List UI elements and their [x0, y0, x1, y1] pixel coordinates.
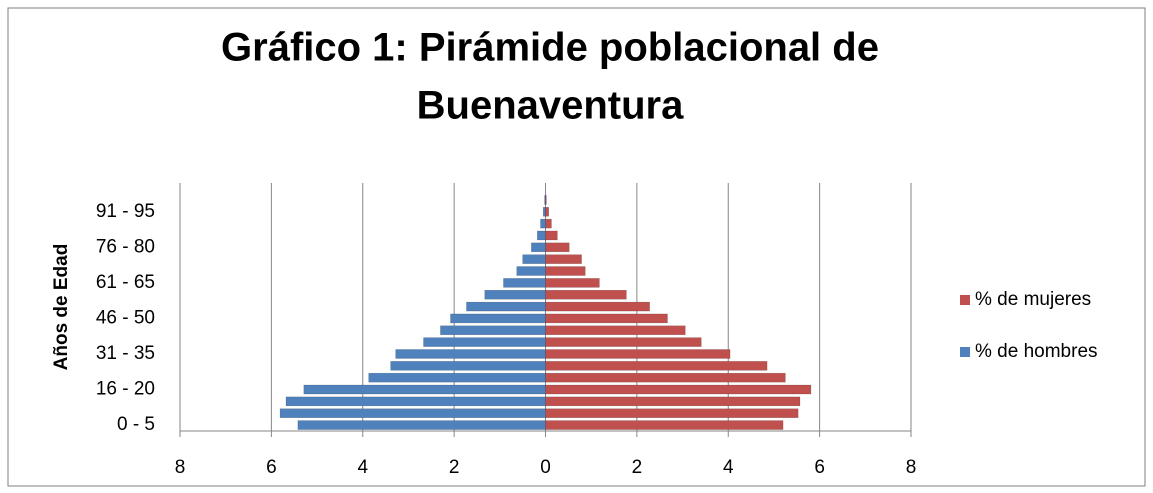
- chart-title: Gráfico 1: Pirámide poblacional de: [221, 26, 879, 70]
- x-tick-label: 8: [906, 457, 917, 478]
- bar: [503, 278, 546, 288]
- x-tick-label: 6: [266, 457, 277, 478]
- y-tick-label: 0 - 5: [117, 414, 155, 435]
- bar: [423, 337, 546, 347]
- bar: [545, 301, 650, 312]
- legend-swatch: [960, 295, 970, 305]
- y-tick-label: 61 - 65: [96, 272, 155, 293]
- bar: [545, 278, 600, 288]
- y-tick-label: 91 - 95: [96, 201, 155, 222]
- bar: [545, 396, 801, 407]
- x-tick-label: 2: [449, 457, 460, 478]
- y-tick-label: 76 - 80: [96, 236, 155, 257]
- legend-swatch: [960, 347, 970, 357]
- bar: [545, 349, 731, 359]
- x-tick-label: 6: [814, 457, 825, 478]
- bar: [450, 313, 546, 324]
- bar: [545, 420, 784, 430]
- bar: [545, 325, 686, 336]
- bar: [368, 372, 546, 383]
- bar: [484, 289, 546, 300]
- bar: [545, 361, 768, 371]
- bar: [540, 218, 546, 229]
- bar: [516, 266, 546, 276]
- bar: [542, 207, 546, 217]
- bar: [545, 230, 558, 241]
- x-tick-label: 4: [723, 457, 734, 478]
- bar: [545, 218, 552, 229]
- y-tick-label: 31 - 35: [96, 343, 155, 364]
- bar: [297, 420, 546, 430]
- legend-label: % de hombres: [975, 341, 1098, 362]
- chart-title: Buenaventura: [417, 84, 684, 128]
- legend-label: % de mujeres: [975, 289, 1091, 310]
- bar: [545, 337, 702, 347]
- x-tick-label: 4: [357, 457, 368, 478]
- bar: [545, 289, 627, 300]
- bar: [466, 301, 546, 312]
- bar: [390, 361, 546, 371]
- y-axis-title: Años de Edad: [51, 244, 72, 371]
- bar: [395, 349, 546, 359]
- bar: [545, 372, 786, 383]
- y-tick-label: 16 - 20: [96, 379, 155, 400]
- y-tick-label: 46 - 50: [96, 307, 155, 328]
- bar: [285, 396, 546, 407]
- bar: [303, 384, 546, 395]
- chart-frame: [7, 7, 1146, 487]
- bar: [544, 195, 546, 205]
- bar: [440, 325, 546, 336]
- bar: [537, 230, 546, 241]
- bar: [545, 266, 586, 276]
- bar: [545, 254, 582, 264]
- bar: [279, 408, 546, 418]
- x-tick-label: 8: [175, 457, 186, 478]
- bar: [545, 313, 668, 324]
- x-tick-label: 2: [632, 457, 643, 478]
- bar: [545, 408, 799, 418]
- bar: [545, 207, 549, 217]
- bar: [531, 242, 546, 253]
- x-tick-label: 0: [540, 457, 551, 478]
- bar: [545, 242, 570, 253]
- bar: [545, 384, 812, 395]
- bar: [522, 254, 546, 264]
